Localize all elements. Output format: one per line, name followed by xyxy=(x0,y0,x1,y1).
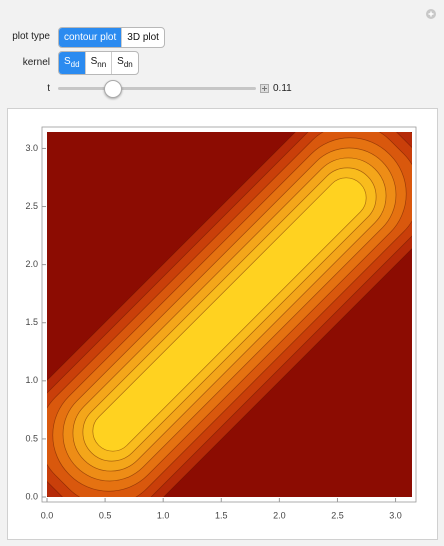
x-tick-label: 2.0 xyxy=(273,510,286,520)
kernel-subscript: dn xyxy=(123,60,133,69)
y-tick-label: 2.0 xyxy=(25,259,38,269)
setter-bar: Sdd Snn Sdn xyxy=(58,51,139,75)
x-tick-label: 0.5 xyxy=(99,510,112,520)
option-button[interactable]: Sdn xyxy=(112,52,138,74)
label: kernel xyxy=(22,57,50,68)
option-button[interactable]: contour plot xyxy=(59,28,123,47)
kernel-subscript: dd xyxy=(70,60,80,69)
option-button[interactable]: 3D plot xyxy=(127,32,159,43)
x-tick-label: 3.0 xyxy=(389,510,402,520)
contour-bands xyxy=(47,132,412,497)
y-tick-label: 0.0 xyxy=(25,491,38,501)
slider-value: 0.11 xyxy=(273,83,292,94)
frame xyxy=(41,126,417,503)
y-tick-label: 0.5 xyxy=(25,433,38,443)
x-tick-label: 1.5 xyxy=(215,510,228,520)
kernel-symbol: S xyxy=(90,56,98,67)
kernel-symbol: S xyxy=(64,56,71,67)
label: plot type xyxy=(12,31,50,42)
y-tick-label: 1.5 xyxy=(25,317,38,327)
option-button[interactable]: Snn xyxy=(86,52,113,74)
x-tick-label: 2.5 xyxy=(331,510,344,520)
option-button[interactable]: Sdd xyxy=(59,52,86,74)
label: t xyxy=(47,83,50,94)
y-tick-label: 3.0 xyxy=(25,143,38,153)
kernel-symbol: S xyxy=(117,56,124,67)
slider-track[interactable] xyxy=(58,87,256,90)
x-tick-label: 1.0 xyxy=(157,510,170,520)
setter-bar: contour plot 3D plot xyxy=(58,27,165,48)
y-tick-label: 2.5 xyxy=(25,201,38,211)
expand-icon[interactable] xyxy=(260,84,269,93)
x-tick-label: 0.0 xyxy=(41,510,54,520)
y-tick-label: 1.0 xyxy=(25,375,38,385)
contour-band xyxy=(92,177,367,452)
kernel-subscript: nn xyxy=(97,60,107,69)
add-icon[interactable] xyxy=(425,8,437,20)
slider-thumb[interactable] xyxy=(104,80,122,98)
